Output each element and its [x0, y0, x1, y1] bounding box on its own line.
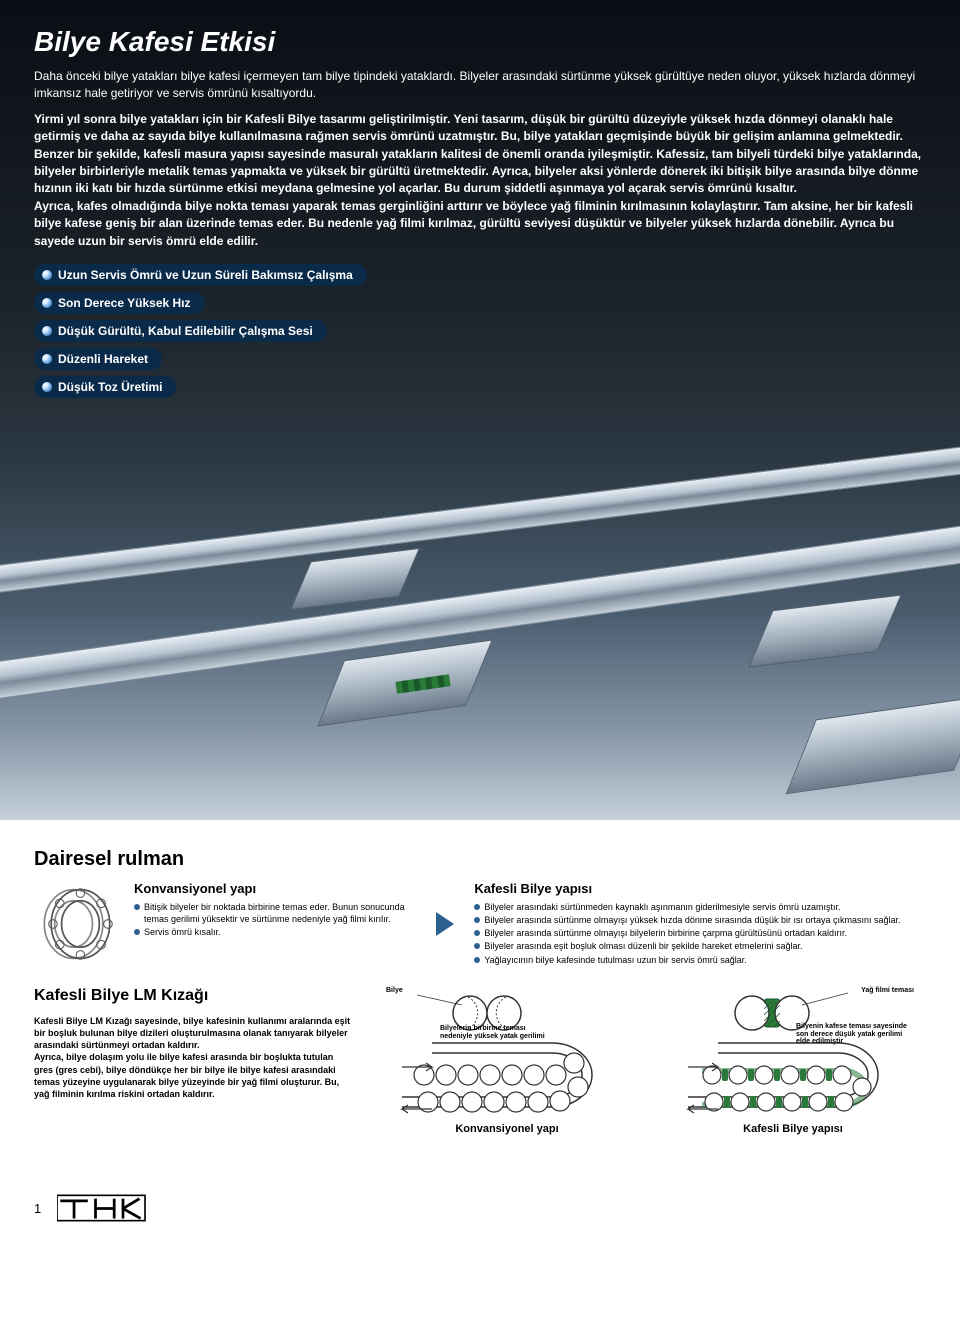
bullet-dot-icon — [134, 904, 140, 910]
bullet-dot-icon — [134, 929, 140, 935]
bullet-text: Bitişik bilyeler bir noktada birbirine t… — [144, 901, 416, 925]
rail-illustration — [0, 480, 960, 820]
feature-pill: Düzenli Hareket — [34, 348, 162, 370]
conventional-diagram: Bilye — [374, 987, 640, 1135]
bullet-text: Bilyeler arasında eşit boşluk olması düz… — [484, 940, 802, 952]
intro-text: Daha önceki bilye yatakları bilye kafesi… — [34, 68, 926, 103]
bullet-item: Yağlayıcının bilye kafesinde tutulması u… — [474, 954, 926, 966]
bullet-item: Bilyeler arasındaki sürtünmeden kaynaklı… — [474, 901, 926, 913]
bullet-dot-icon — [474, 930, 480, 936]
arrow-icon — [436, 912, 454, 936]
bullet-text: Yağlayıcının bilye kafesinde tutulması u… — [484, 954, 746, 966]
bullet-dot-icon — [474, 904, 480, 910]
bullet-text: Bilyeler arasındaki sürtünmeden kaynaklı… — [484, 901, 840, 913]
thk-logo-icon — [57, 1193, 167, 1223]
bullet-icon — [42, 326, 52, 336]
bullet-dot-icon — [474, 943, 480, 949]
bullet-item: Bilyeler arasında sürtünme olmayışı bily… — [474, 927, 926, 939]
bullet-dot-icon — [474, 957, 480, 963]
label-yag: Yağ filmi teması — [861, 987, 914, 995]
label-bilye: Bilye — [386, 987, 403, 995]
bullet-icon — [42, 270, 52, 280]
feature-pill: Düşük Gürültü, Kabul Edilebilir Çalışma … — [34, 320, 327, 342]
conventional-title: Konvansiyonel yapı — [134, 881, 416, 896]
bullet-icon — [42, 382, 52, 392]
section-title: Dairesel rulman — [34, 848, 926, 871]
conv-caption: Konvansiyonel yapı — [455, 1123, 558, 1135]
bearing-diagram-icon — [34, 881, 120, 967]
pill-label: Düşük Gürültü, Kabul Edilebilir Çalışma … — [58, 324, 313, 338]
pill-label: Uzun Servis Ömrü ve Uzun Süreli Bakımsız… — [58, 268, 353, 282]
lower-section: Dairesel rulman Konvansiyonel yapı Bitiş… — [0, 820, 960, 1153]
bullet-dot-icon — [474, 917, 480, 923]
conventional-column: Konvansiyonel yapı Bitişik bilyeler bir … — [134, 881, 416, 939]
caged-caption: Kafesli Bilye yapısı — [743, 1123, 843, 1135]
bullet-text: Bilyeler arasında sürtünme olmayışı yüks… — [484, 914, 900, 926]
hero-section: Bilye Kafesi Etkisi Daha önceki bilye ya… — [0, 0, 960, 820]
lm-text: Kafesli Bilye LM Kızağı sayesinde, bilye… — [34, 1015, 354, 1100]
pill-label: Son Derece Yüksek Hız — [58, 296, 191, 310]
page-title: Bilye Kafesi Etkisi — [34, 26, 926, 58]
pill-label: Düşük Toz Üretimi — [58, 380, 162, 394]
lm-description: Kafesli Bilye LM Kızağı Kafesli Bilye LM… — [34, 987, 354, 1135]
bullet-item: Bilyeler arasında sürtünme olmayışı yüks… — [474, 914, 926, 926]
bullet-item: Bilyeler arasında eşit boşluk olması düz… — [474, 940, 926, 952]
bullet-item: Bitişik bilyeler bir noktada birbirine t… — [134, 901, 416, 925]
bullet-icon — [42, 354, 52, 364]
page-footer: 1 — [0, 1153, 960, 1237]
bearing-comparison-row: Konvansiyonel yapı Bitişik bilyeler bir … — [34, 881, 926, 967]
body-text: Yirmi yıl sonra bilye yatakları için bir… — [34, 111, 926, 250]
caged-title: Kafesli Bilye yapısı — [474, 881, 926, 896]
caged-diagram: Yağ filmi teması — [660, 987, 926, 1135]
lm-row: Kafesli Bilye LM Kızağı Kafesli Bilye LM… — [34, 987, 926, 1135]
lm-title: Kafesli Bilye LM Kızağı — [34, 987, 354, 1005]
page-number: 1 — [34, 1201, 41, 1216]
feature-pill: Uzun Servis Ömrü ve Uzun Süreli Bakımsız… — [34, 264, 367, 286]
bullet-item: Servis ömrü kısalır. — [134, 926, 416, 938]
feature-pill: Son Derece Yüksek Hız — [34, 292, 205, 314]
bullet-icon — [42, 298, 52, 308]
label-conv-note: Bilyelerin birbirine teması nedeniyle yü… — [440, 1025, 550, 1040]
bullet-text: Servis ömrü kısalır. — [144, 926, 221, 938]
caged-column: Kafesli Bilye yapısı Bilyeler arasındaki… — [474, 881, 926, 967]
pill-label: Düzenli Hareket — [58, 352, 148, 366]
label-caged-note: Bilyenin kafese teması sayesinde son der… — [796, 1023, 916, 1046]
bullet-text: Bilyeler arasında sürtünme olmayışı bily… — [484, 927, 847, 939]
feature-pills: Uzun Servis Ömrü ve Uzun Süreli Bakımsız… — [34, 264, 926, 398]
feature-pill: Düşük Toz Üretimi — [34, 376, 176, 398]
